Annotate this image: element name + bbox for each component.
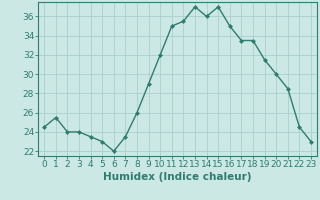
- X-axis label: Humidex (Indice chaleur): Humidex (Indice chaleur): [103, 172, 252, 182]
